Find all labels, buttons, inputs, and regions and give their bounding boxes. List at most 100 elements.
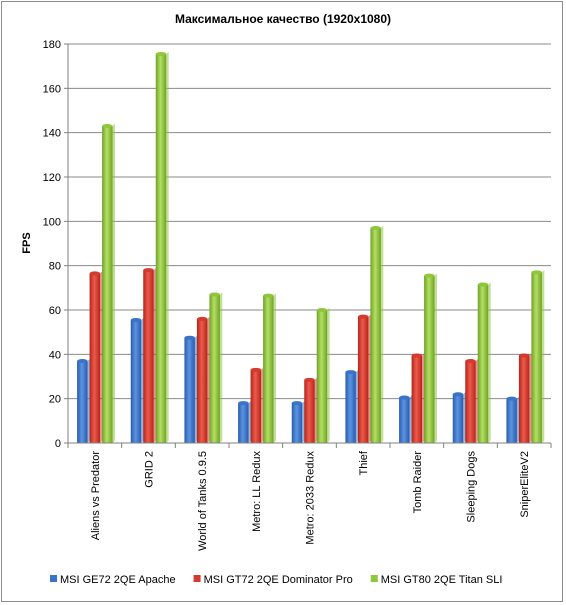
bar-face <box>143 270 154 443</box>
x-category-label: Metro: 2033 Redux <box>305 451 317 545</box>
bar-side <box>141 317 144 443</box>
bar-side <box>87 358 90 443</box>
bar-cap <box>196 316 208 321</box>
bar-cap <box>184 335 195 340</box>
bar-side <box>516 396 520 443</box>
y-tick-label: 120 <box>43 172 61 184</box>
bar-side <box>380 225 384 443</box>
bar-side <box>327 307 330 443</box>
bar-cap <box>518 353 530 358</box>
bar-face <box>399 397 410 443</box>
bar <box>424 273 437 443</box>
bar-face <box>77 360 88 443</box>
bar-cap <box>155 51 167 56</box>
y-tick-label: 0 <box>55 438 61 450</box>
x-category-label: Aliens vs Predator <box>90 451 102 541</box>
chart-title: Максимальное качество (1920x1080) <box>175 12 391 26</box>
bar-side <box>422 353 425 443</box>
bar-side <box>541 269 545 443</box>
bar-side <box>166 51 169 443</box>
bar <box>399 395 412 443</box>
bar-side <box>463 391 466 443</box>
bar-cap <box>304 377 315 382</box>
bar-cap <box>77 358 88 363</box>
bar <box>184 335 198 443</box>
bar-cap <box>143 268 154 273</box>
legend-item: MSI GE72 2QE Apache <box>50 574 176 586</box>
bar <box>465 358 479 443</box>
bar-face <box>238 403 249 443</box>
bar-face <box>465 360 476 443</box>
bar-face <box>316 310 328 443</box>
bar-cap <box>506 396 517 401</box>
bar-cap <box>130 317 142 322</box>
bar-side <box>355 369 359 443</box>
x-category-label: World of Tanks 0.9.5 <box>197 451 209 551</box>
axes <box>64 43 552 448</box>
bar-face <box>250 369 262 443</box>
bar-cap <box>263 293 274 298</box>
bar <box>518 353 532 443</box>
bar-side <box>529 353 532 443</box>
bar-side <box>248 400 251 443</box>
bar-side <box>475 358 479 443</box>
bar <box>291 400 305 443</box>
bar <box>89 271 103 443</box>
legend-swatch <box>193 575 201 582</box>
bar <box>250 367 264 443</box>
bar-side <box>302 400 305 443</box>
legend-swatch <box>50 575 57 582</box>
x-category-label: Thief <box>358 450 370 475</box>
bar-face <box>130 319 142 443</box>
bar-face <box>209 294 220 443</box>
bar-side <box>100 271 103 443</box>
legend-label: MSI GE72 2QE Apache <box>60 574 176 586</box>
bar-face <box>196 318 208 443</box>
bar-face <box>357 316 369 443</box>
bar-side <box>153 267 157 443</box>
x-category-label: Tomb Raider <box>412 451 424 514</box>
bar-side <box>112 123 115 443</box>
bar-face <box>304 379 315 443</box>
bar <box>238 400 251 443</box>
x-category-label: Metro: LL Redux <box>251 451 263 532</box>
bar-face <box>89 273 101 443</box>
y-tick-label: 160 <box>43 83 61 95</box>
x-category-labels: Aliens vs Predator GRID 2 World of Tanks 0… <box>90 450 531 551</box>
bar-cap <box>89 271 101 276</box>
bar <box>411 353 425 443</box>
bar-side <box>368 314 371 443</box>
bar-cap <box>291 401 303 406</box>
bar-side <box>261 367 264 443</box>
bar-cap <box>465 358 476 363</box>
bar-face <box>452 394 464 443</box>
bar-cap <box>370 225 381 230</box>
bar-cap <box>250 367 262 372</box>
bar-side <box>409 395 412 443</box>
bar-cap <box>411 353 423 358</box>
bar-side <box>434 273 437 443</box>
y-tick-label: 100 <box>43 216 61 228</box>
legend-item: MSI GT72 2QE Dominator Pro <box>193 574 353 586</box>
bar-side <box>314 377 318 443</box>
legend-label: MSI GT72 2QE Dominator Pro <box>204 574 353 586</box>
bar-side <box>207 316 210 443</box>
bar-face <box>291 403 303 443</box>
bar-cap <box>531 270 542 275</box>
bar <box>155 51 169 443</box>
bar-cap <box>238 401 249 406</box>
y-tick-label: 20 <box>49 394 61 406</box>
bar <box>316 307 330 443</box>
bar-face <box>531 272 542 443</box>
x-category-label: GRID 2 <box>144 451 156 488</box>
bar <box>130 317 144 443</box>
bar-face <box>263 295 274 443</box>
legend-label: MSI GT80 2QE Titan SLI <box>381 574 503 586</box>
bar-face <box>477 284 489 443</box>
bar-side <box>219 292 223 443</box>
y-tick-label: 40 <box>49 349 61 361</box>
bar <box>143 267 157 443</box>
bar <box>209 292 223 443</box>
bar-cap <box>316 308 328 312</box>
